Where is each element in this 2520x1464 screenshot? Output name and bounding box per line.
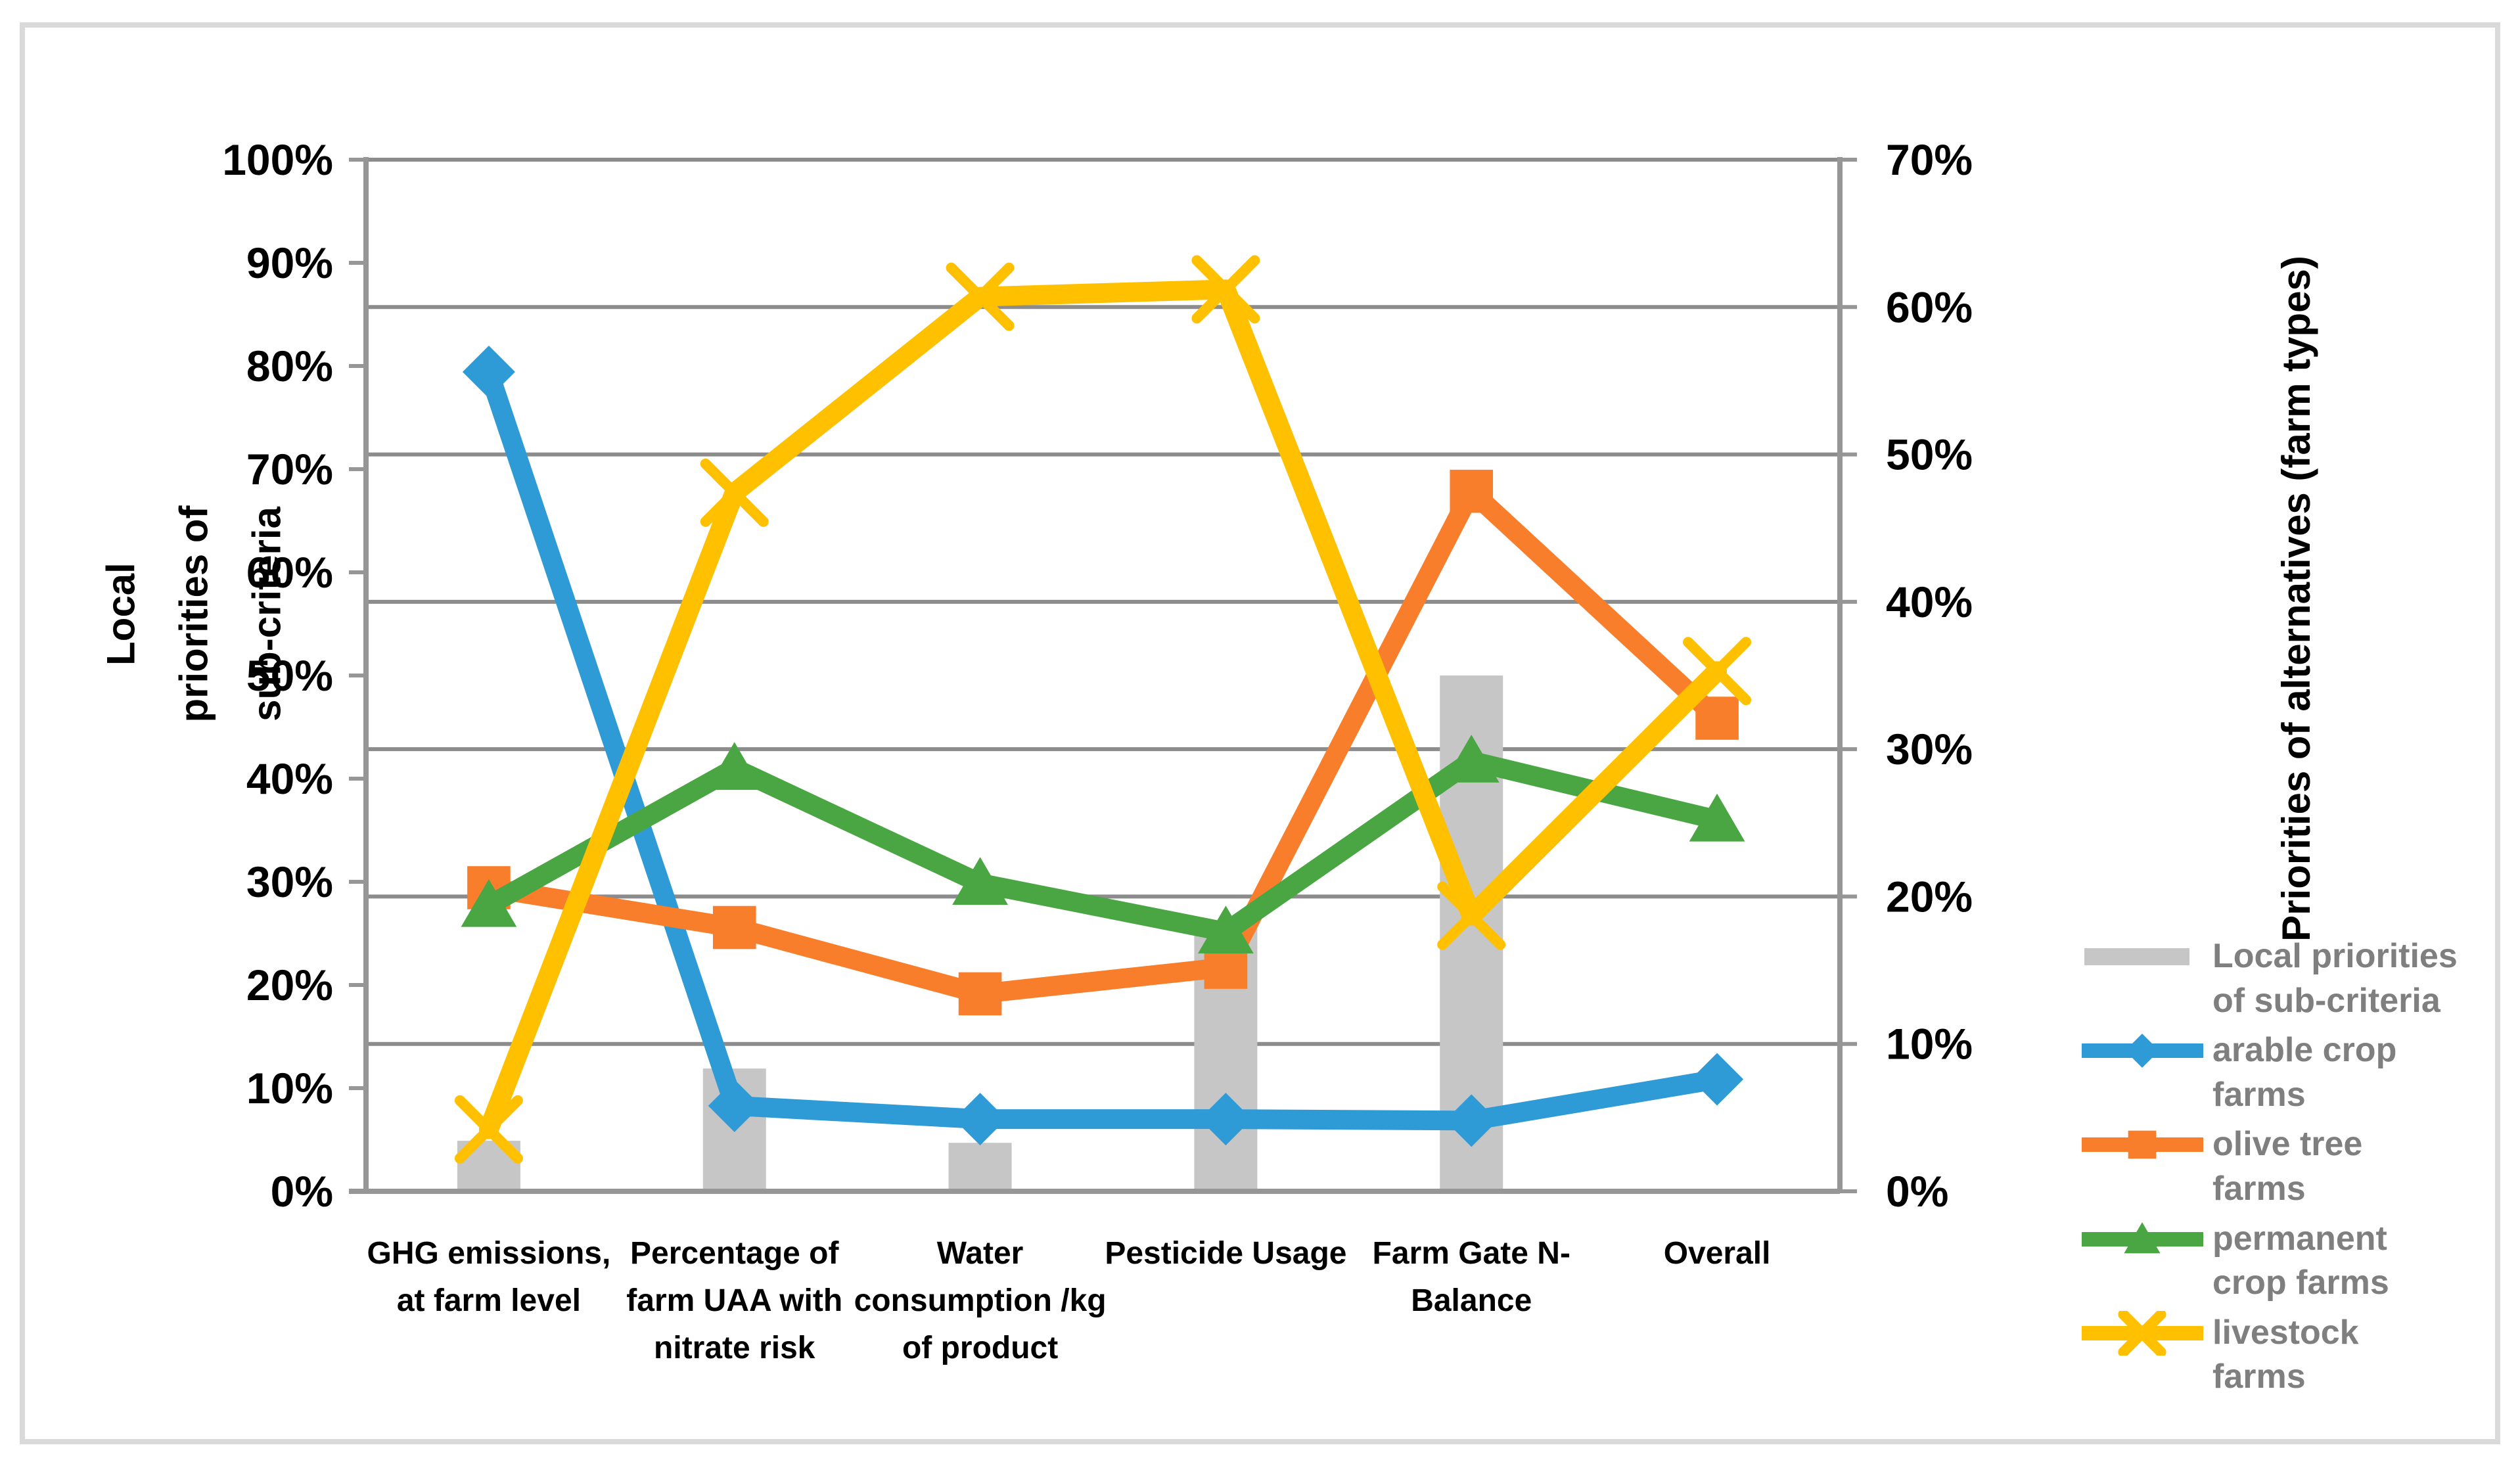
category-label: Overall xyxy=(1664,1236,1771,1271)
legend-item-local-priorities: Local priorities of sub-criteria xyxy=(2082,934,2515,1023)
legend-item-arable-crop-farms: arable crop farms xyxy=(2082,1028,2515,1117)
line-series-permanent-crop-farms xyxy=(461,735,1745,954)
legend-item-permanent-crop-farms: permanent crop farms xyxy=(2082,1217,2515,1306)
diamond-marker xyxy=(1199,1093,1252,1146)
svg-text:60%: 60% xyxy=(1886,283,1973,331)
diamond-marker xyxy=(1445,1094,1498,1147)
legend-item-olive-tree-farms: olive tree farms xyxy=(2082,1122,2515,1211)
blue-diamond-line-swatch-icon xyxy=(2082,1034,2203,1068)
diamond-marker xyxy=(708,1079,761,1132)
svg-text:10%: 10% xyxy=(1886,1020,1973,1068)
left-axis-title: Local priorities of sub-criteria xyxy=(99,505,289,723)
legend-item-livestock-farms: livestock farms xyxy=(2082,1310,2515,1400)
axes xyxy=(349,157,1857,1194)
svg-text:50%: 50% xyxy=(1886,430,1973,479)
svg-text:10%: 10% xyxy=(246,1064,333,1112)
right-axis-tick-labels: 0% 10% 20% 30% 40% 50% 60% 70% xyxy=(1886,135,1973,1216)
category-label: Percentage of farm UAA with nitrate risk xyxy=(626,1236,842,1365)
legend: Local priorities of sub-criteria arable … xyxy=(2082,934,2515,1400)
svg-text:20%: 20% xyxy=(1886,872,1973,921)
svg-text:60%: 60% xyxy=(246,548,333,597)
line-series-livestock-farms xyxy=(454,255,1752,1164)
category-label: GHG emissions, at farm level xyxy=(367,1236,611,1318)
yellow-x-line-swatch-icon xyxy=(2082,1310,2203,1356)
triangle-marker xyxy=(1198,905,1254,954)
triangle-marker xyxy=(2124,1222,2161,1253)
svg-text:30%: 30% xyxy=(246,858,333,906)
svg-text:30%: 30% xyxy=(1886,725,1973,773)
x-marker xyxy=(1437,881,1506,950)
triangle-marker xyxy=(706,742,763,790)
bar xyxy=(948,1143,1012,1191)
line-series-olive-tree-farms xyxy=(467,469,1739,1016)
triangle-marker xyxy=(952,857,1008,905)
legend-label: permanent crop farms xyxy=(2212,1219,2389,1302)
square-marker xyxy=(1695,697,1739,740)
svg-text:100%: 100% xyxy=(222,135,333,184)
svg-text:80%: 80% xyxy=(246,342,333,390)
svg-text:0%: 0% xyxy=(271,1167,333,1216)
triangle-marker xyxy=(461,879,517,927)
svg-text:50%: 50% xyxy=(246,651,333,700)
x-marker xyxy=(946,262,1015,331)
diamond-marker xyxy=(953,1093,1007,1146)
left-axis-tick-labels: 0% 10% 20% 30% 40% 50% 60% 70% 80% 90% 100% xyxy=(222,135,333,1216)
category-label: Water consumption /kg of product xyxy=(854,1236,1107,1365)
square-marker xyxy=(2128,1131,2157,1159)
figure-frame xyxy=(20,22,2500,1444)
svg-text:70%: 70% xyxy=(1886,135,1973,184)
x-marker xyxy=(2118,1310,2166,1356)
diamond-marker xyxy=(1691,1053,1744,1106)
legend-label: Local priorities of sub-criteria xyxy=(2212,937,2458,1020)
category-label: Farm Gate N-Balance xyxy=(1373,1236,1570,1318)
legend-label: olive tree farms xyxy=(2212,1125,2363,1208)
svg-text:70%: 70% xyxy=(246,445,333,493)
square-marker xyxy=(1450,469,1494,513)
svg-text:20%: 20% xyxy=(246,961,333,1009)
x-marker xyxy=(454,1095,523,1164)
svg-text:40%: 40% xyxy=(1886,578,1973,626)
right-axis-title: Priorities of alternatives (farm types) xyxy=(2274,256,2318,942)
x-marker xyxy=(1191,255,1260,324)
triangle-marker xyxy=(1689,793,1745,842)
x-marker xyxy=(1683,637,1752,706)
x-marker xyxy=(700,458,769,527)
category-label: Pesticide Usage xyxy=(1105,1236,1346,1271)
svg-text:40%: 40% xyxy=(246,754,333,803)
legend-label: livestock farms xyxy=(2212,1313,2359,1396)
svg-text:90%: 90% xyxy=(246,239,333,287)
square-marker xyxy=(712,905,756,949)
triangle-marker xyxy=(1443,735,1500,783)
diamond-marker xyxy=(2125,1034,2159,1068)
legend-label: arable crop farms xyxy=(2212,1031,2397,1114)
orange-square-line-swatch-icon xyxy=(2082,1131,2203,1159)
diamond-marker xyxy=(462,345,515,398)
square-marker xyxy=(958,972,1002,1016)
bar-swatch-icon xyxy=(2084,948,2189,965)
svg-text:0%: 0% xyxy=(1886,1167,1948,1216)
green-triangle-line-swatch-icon xyxy=(2082,1222,2203,1253)
line-series-arable-crop-farms xyxy=(462,345,1744,1147)
